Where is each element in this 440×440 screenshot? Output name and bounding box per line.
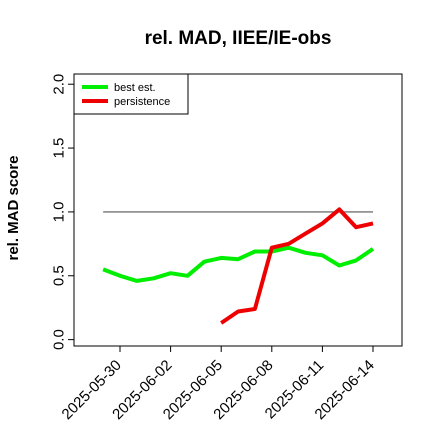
legend: best est. persistence (73, 73, 189, 115)
legend-label-best-est: best est. (114, 82, 156, 94)
legend-box (73, 73, 189, 115)
series-line-persistence (220, 207, 374, 325)
y-tick-label: 2.0 (50, 74, 67, 95)
series-layer (102, 207, 375, 325)
y-axis: 0.0 0.5 1.0 1.5 2.0 (50, 74, 74, 350)
x-axis: 2025-05-302025-06-022025-06-052025-06-08… (59, 346, 378, 423)
y-tick-label: 1.5 (50, 138, 67, 159)
y-axis-label: rel. MAD score (5, 155, 22, 260)
legend-label-persistence: persistence (114, 96, 170, 108)
plot-frame (73, 73, 403, 347)
y-tick-label: 0.0 (50, 329, 67, 350)
series-line-best-est (102, 245, 375, 283)
y-tick-label: 1.0 (50, 201, 67, 222)
chart-title: rel. MAD, IIEE/IE-obs (145, 28, 332, 49)
y-tick-label: 0.5 (50, 265, 67, 286)
